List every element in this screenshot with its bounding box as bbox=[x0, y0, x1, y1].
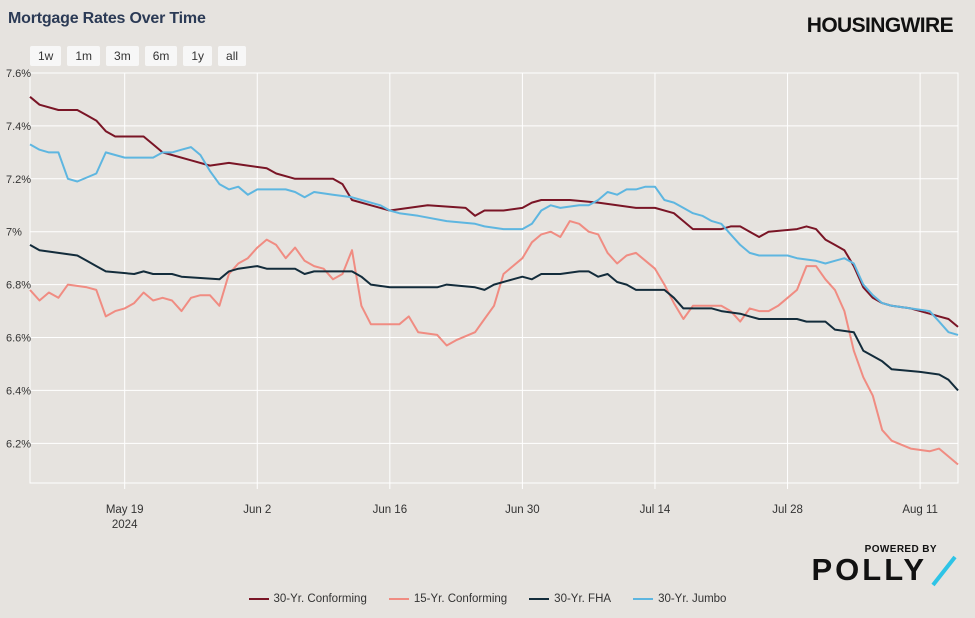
plot-area-border bbox=[29, 72, 959, 484]
legend-label: 30-Yr. Jumbo bbox=[658, 593, 727, 605]
legend-label: 30-Yr. Conforming bbox=[273, 593, 367, 605]
y-tick-label: 7.6% bbox=[6, 68, 31, 80]
powered-by-label: POWERED BY bbox=[864, 544, 937, 555]
series-line-4 bbox=[29, 143, 959, 336]
series-line-2 bbox=[29, 220, 959, 466]
housingwire-logo: HOUSINGWIRE bbox=[806, 14, 954, 37]
x-tick-label: Aug 11 bbox=[902, 504, 938, 516]
range-button-1w[interactable]: 1w bbox=[30, 46, 62, 66]
y-tick-label: 6.8% bbox=[6, 280, 31, 292]
x-tick-label: May 19 bbox=[106, 504, 144, 516]
y-tick-label: 6.6% bbox=[6, 333, 31, 345]
range-button-1y[interactable]: 1y bbox=[183, 46, 213, 66]
legend-item-15yr-conforming[interactable]: 15-Yr. Conforming bbox=[388, 593, 508, 605]
legend-label: 30-Yr. FHA bbox=[554, 593, 612, 605]
range-button-3m[interactable]: 3m bbox=[106, 46, 139, 66]
legend-swatch bbox=[248, 598, 269, 600]
x-tick-label: Jun 16 bbox=[373, 504, 408, 516]
legend-item-30yr-fha[interactable]: 30-Yr. FHA bbox=[529, 593, 611, 605]
legend-item-30yr-jumbo[interactable]: 30-Yr. Jumbo bbox=[633, 593, 726, 605]
x-tick-label: Jun 30 bbox=[505, 504, 540, 516]
x-tick-label: Jun 2 bbox=[243, 504, 271, 516]
y-tick-label: 7% bbox=[6, 227, 22, 239]
x-tick-sublabel: 2024 bbox=[112, 519, 138, 531]
range-button-6m[interactable]: 6m bbox=[144, 46, 178, 66]
polly-slash-icon bbox=[931, 555, 957, 587]
series-line-1 bbox=[29, 96, 959, 328]
chart-legend: 30-Yr. Conforming 15-Yr. Conforming 30-Y… bbox=[0, 593, 975, 605]
axes: 6.2% 6.4% 6.6% 6.8% 7% 7.2% 7.4% 7.6% May 19 2024… bbox=[6, 68, 938, 531]
legend-swatch bbox=[388, 598, 409, 600]
y-tick-label: 7.4% bbox=[6, 121, 31, 133]
legend-item-30yr-conforming[interactable]: 30-Yr. Conforming bbox=[248, 593, 367, 605]
grid-lines bbox=[29, 72, 959, 489]
polly-logo: POLLY bbox=[811, 552, 927, 587]
range-button-1m[interactable]: 1m bbox=[67, 46, 101, 66]
y-tick-label: 7.2% bbox=[6, 174, 31, 186]
y-tick-label: 6.4% bbox=[6, 385, 31, 397]
range-selector: 1w 1m 3m 6m 1y all bbox=[30, 46, 247, 66]
series-lines bbox=[29, 96, 959, 466]
legend-label: 15-Yr. Conforming bbox=[413, 593, 508, 605]
x-tick-label: Jul 14 bbox=[640, 504, 671, 516]
y-tick-label: 6.2% bbox=[6, 438, 31, 450]
series-line-3 bbox=[29, 244, 959, 392]
range-button-all[interactable]: all bbox=[218, 46, 247, 66]
x-tick-label: Jul 28 bbox=[772, 504, 803, 516]
legend-swatch bbox=[529, 598, 550, 600]
chart-title: Mortgage Rates Over Time bbox=[8, 10, 206, 27]
legend-swatch bbox=[633, 598, 654, 600]
